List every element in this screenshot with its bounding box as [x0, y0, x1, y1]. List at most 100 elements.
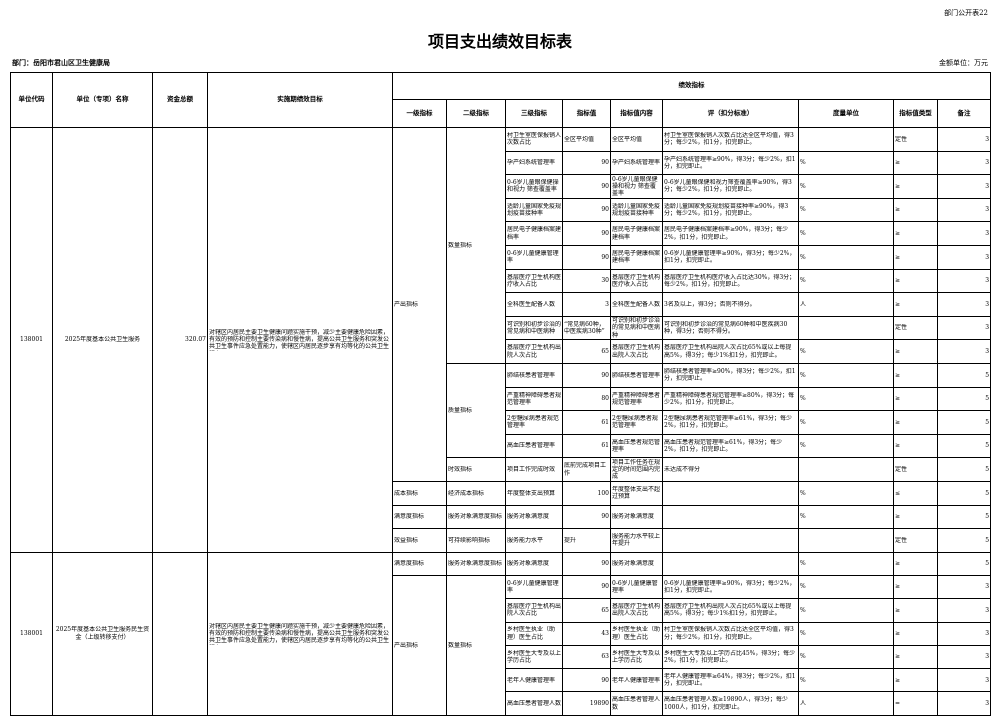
content-text: 项目工作任务在规定的时间范围内完成: [612, 458, 661, 481]
note: 3: [936, 244, 992, 270]
value-type: ≥: [893, 362, 938, 388]
level2-text: 数量指标: [448, 241, 473, 249]
note: 3: [936, 339, 992, 364]
level3-text: 严重精神障碍患者规范管理率: [507, 391, 561, 406]
content: 居民电子健康档案建档率: [610, 221, 663, 246]
value-text: 80: [601, 395, 609, 403]
content: 0-6岁儿童眼保健操和视力 筛查覆盖率: [610, 174, 663, 199]
header-cell-text: 二级指标: [463, 108, 489, 117]
value-text: 90: [601, 253, 609, 261]
value-type: ≥: [893, 433, 938, 459]
measure-unit-text: %: [800, 513, 806, 521]
standard: 孕产妇系统管理率≥90%，得3分；每少2%，扣1分，扣完即止。: [662, 150, 799, 176]
level1-text: 产出指标: [394, 641, 419, 649]
level2-text: 服务对象满意度指标: [448, 560, 503, 568]
content: 基层医疗卫生机构出院人次占比: [610, 339, 663, 364]
measure-unit: %: [798, 551, 894, 576]
header-cell-text: 评（扣分标准）: [707, 108, 754, 117]
standard: 基层医疗卫生机构医疗收入占比达30%，得3分；每少2%，扣1分，扣完即止。: [662, 268, 799, 294]
value: 30: [562, 268, 611, 294]
measure-unit: %: [798, 362, 894, 388]
note-text: 5: [985, 560, 990, 568]
value-type-text: 定性: [895, 536, 908, 544]
value-type: ≥: [893, 292, 938, 317]
measure-unit-text: %: [800, 418, 806, 426]
content-text: 服务能力水平较上年提升: [612, 533, 661, 548]
note-text: 3: [985, 277, 990, 285]
level3: 基层医疗卫生机构出院人次占比: [505, 598, 563, 623]
content-text: 乡村医生大专及以上学历占比: [612, 649, 661, 665]
measure-unit: %: [798, 480, 894, 506]
standard: 0-6岁儿童眼保健和视力筛查覆盖率≥90%，得3分；每少2%，扣1分，扣完即止。: [662, 174, 799, 199]
value: 90: [562, 362, 611, 388]
level3-text: 孕产妇系统管理率: [507, 159, 556, 167]
note-text: 3: [985, 699, 990, 707]
value-type: 定性: [893, 457, 938, 482]
level2-text: 服务对象满意度指标: [448, 513, 503, 521]
value-type: ≥: [893, 668, 938, 693]
content: 孕产妇系统管理率: [610, 150, 663, 176]
measure-unit-text: %: [800, 583, 806, 591]
value: 80: [562, 386, 611, 412]
content-text: 全科医生配备人数: [612, 300, 661, 308]
level3: 严重精神障碍患者规范管理率: [505, 386, 563, 412]
measure-unit: %: [798, 174, 894, 199]
note: 5: [936, 457, 992, 482]
content: 2型糖尿病患者规范管理率: [610, 410, 663, 435]
standard: 可识别和初步诊治的常见病60种和中医疾病30种，得3分；否则不得分。: [662, 315, 799, 341]
standard-text: 高血压患者规范管理率≥61%，得3分；每少2%，扣1分，扣完即止。: [664, 438, 783, 454]
value: 43: [562, 621, 611, 646]
content-text: 2型糖尿病患者规范管理率: [612, 415, 658, 430]
content-text: 孕产妇系统管理率: [612, 159, 661, 167]
header-cell-text: 指标值: [576, 108, 597, 117]
content-text: 肺结核患者管理率: [612, 371, 661, 379]
standard: [662, 551, 799, 576]
unit-code-text: 138001: [20, 630, 43, 638]
value: 全区平均值: [562, 127, 611, 152]
standard: [662, 528, 799, 553]
header-cell: 单位（专项）名称: [52, 72, 153, 128]
measure-unit-text: %: [800, 253, 806, 261]
level1: 满意度指标: [392, 551, 447, 576]
value-type-text: =: [895, 699, 901, 707]
level2: 时效指标: [446, 457, 506, 482]
level3-text: 乡村医生执业（助理）医生占比: [507, 626, 556, 641]
value-text: 90: [601, 230, 609, 238]
level3-text: 项目工作完成时效: [507, 465, 556, 473]
note: 3: [936, 574, 992, 600]
value: 90: [562, 221, 611, 246]
measure-unit-text: %: [800, 277, 806, 285]
standard: 老年人健康管理率≥64%，得3分；每少2%，扣1分，扣完即止。: [662, 668, 799, 693]
content: 基层医疗卫生机构出院人次占比: [610, 598, 663, 623]
note-text: 5: [985, 395, 990, 403]
value: 3: [562, 292, 611, 317]
measure-unit: %: [798, 221, 894, 246]
goal-text: 对辖区内居民主要卫生健康问题实施干预，减少主要健康危险因素，有效的预防和控制主要…: [209, 328, 390, 351]
standard-text: 高血压患者管理人数≥19890人，得3分；每少1000人，扣1分，扣完即止。: [664, 696, 788, 711]
level3-text: 2型糖尿病患者规范管理率: [507, 415, 559, 430]
standard-text: 基层医疗卫生机构出院人次占比65%或以上每提高5%，得3分；每少1%扣1分，扣完…: [664, 603, 792, 618]
level2-text: 数量指标: [448, 641, 473, 649]
note: 5: [936, 480, 992, 506]
measure-unit: %: [798, 598, 894, 623]
measure-unit: %: [798, 410, 894, 435]
value-type-text: ≥: [895, 230, 901, 238]
header-cell: 资金总额: [152, 72, 208, 128]
value-type-text: ≥: [895, 630, 901, 638]
level3: 肺结核患者管理率: [505, 362, 563, 388]
measure-unit-text: %: [800, 182, 806, 190]
header-cell-text: 一级指标: [406, 108, 433, 117]
standard: 高血压患者规范管理率≥61%，得3分；每少2%，扣1分，扣完即止。: [662, 433, 799, 459]
value-type-text: ≤: [895, 489, 901, 497]
value-text: 43: [601, 630, 609, 638]
level3-text: 基层医疗卫生机构医疗收入占比: [507, 273, 561, 288]
content-text: 居民电子健康档案建档率: [612, 249, 661, 265]
note-text: 3: [985, 206, 990, 214]
value-type-text: ≥: [895, 583, 901, 591]
content-text: 高血压患者规范管理率: [612, 438, 661, 454]
content: 年度整体支出不超过预算: [610, 480, 663, 506]
note: 3: [936, 268, 992, 294]
note: 5: [936, 433, 992, 459]
value-text: 65: [601, 606, 609, 614]
value-type: =: [893, 691, 938, 716]
